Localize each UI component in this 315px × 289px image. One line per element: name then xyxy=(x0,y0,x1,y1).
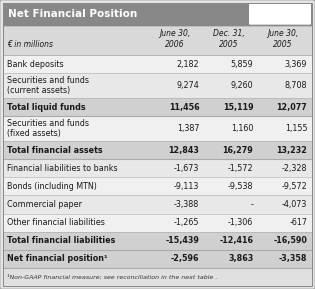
Text: Total financial assets: Total financial assets xyxy=(7,146,103,155)
Text: -1,265: -1,265 xyxy=(174,218,199,227)
Bar xyxy=(3,177,312,195)
Text: -: - xyxy=(250,200,253,209)
Bar xyxy=(3,98,312,116)
Text: Dec. 31,
2005: Dec. 31, 2005 xyxy=(213,29,245,49)
Bar xyxy=(3,73,312,98)
Text: -3,358: -3,358 xyxy=(279,254,307,263)
Text: 11,456: 11,456 xyxy=(169,103,199,112)
Bar xyxy=(3,250,312,268)
Text: 1,155: 1,155 xyxy=(285,124,307,133)
Bar xyxy=(3,116,312,141)
Text: 8,708: 8,708 xyxy=(285,81,307,90)
Text: -2,596: -2,596 xyxy=(171,254,199,263)
Text: 12,843: 12,843 xyxy=(169,146,199,155)
Text: (current assets): (current assets) xyxy=(7,86,70,95)
Text: 3,369: 3,369 xyxy=(285,60,307,68)
Text: -9,113: -9,113 xyxy=(174,182,199,191)
Text: Securities and funds: Securities and funds xyxy=(7,76,89,85)
Text: Bonds (including MTN): Bonds (including MTN) xyxy=(7,182,97,191)
Bar xyxy=(3,214,312,232)
Text: 3,863: 3,863 xyxy=(228,254,253,263)
Text: Other financial liabilities: Other financial liabilities xyxy=(7,218,105,227)
Text: 15,119: 15,119 xyxy=(223,103,253,112)
Text: -4,073: -4,073 xyxy=(282,200,307,209)
Bar xyxy=(3,268,312,286)
Text: June 30,
2005: June 30, 2005 xyxy=(267,29,299,49)
Text: -1,673: -1,673 xyxy=(174,164,199,173)
Text: Securities and funds: Securities and funds xyxy=(7,119,89,128)
Text: -16,590: -16,590 xyxy=(273,236,307,245)
Text: Total financial liabilities: Total financial liabilities xyxy=(7,236,115,245)
Text: 9,274: 9,274 xyxy=(176,81,199,90)
Bar xyxy=(3,195,312,214)
Text: Financial liabilities to banks: Financial liabilities to banks xyxy=(7,164,117,173)
Text: € in millions: € in millions xyxy=(7,40,53,49)
Text: ¹Non-GAAP financial measure; see reconciliation in the next table .: ¹Non-GAAP financial measure; see reconci… xyxy=(7,274,217,280)
Bar xyxy=(3,141,312,159)
Text: -1,572: -1,572 xyxy=(228,164,253,173)
Text: 13,232: 13,232 xyxy=(277,146,307,155)
FancyBboxPatch shape xyxy=(249,4,311,25)
Text: Commercial paper: Commercial paper xyxy=(7,200,82,209)
Text: -12,416: -12,416 xyxy=(219,236,253,245)
Text: -1,306: -1,306 xyxy=(228,218,253,227)
Bar xyxy=(3,232,312,250)
Text: -9,538: -9,538 xyxy=(228,182,253,191)
Bar xyxy=(3,159,312,177)
Bar xyxy=(3,55,312,73)
Text: Bank deposits: Bank deposits xyxy=(7,60,64,68)
Text: 1,387: 1,387 xyxy=(177,124,199,133)
Text: Net financial position¹: Net financial position¹ xyxy=(7,254,107,263)
Text: -3,388: -3,388 xyxy=(174,200,199,209)
Text: -15,439: -15,439 xyxy=(165,236,199,245)
Text: -9,572: -9,572 xyxy=(282,182,307,191)
Text: 16,279: 16,279 xyxy=(223,146,253,155)
Bar xyxy=(3,3,312,26)
Text: Net Financial Position: Net Financial Position xyxy=(8,9,137,19)
Text: (fixed assets): (fixed assets) xyxy=(7,129,61,138)
Text: 2,182: 2,182 xyxy=(177,60,199,68)
Text: 5,859: 5,859 xyxy=(231,60,253,68)
Bar xyxy=(3,26,312,55)
Text: -617: -617 xyxy=(289,218,307,227)
Text: -2,328: -2,328 xyxy=(282,164,307,173)
Text: 12,077: 12,077 xyxy=(277,103,307,112)
Text: 9,260: 9,260 xyxy=(231,81,253,90)
Text: 1,160: 1,160 xyxy=(231,124,253,133)
Text: Total liquid funds: Total liquid funds xyxy=(7,103,86,112)
Text: June 30,
2006: June 30, 2006 xyxy=(159,29,191,49)
